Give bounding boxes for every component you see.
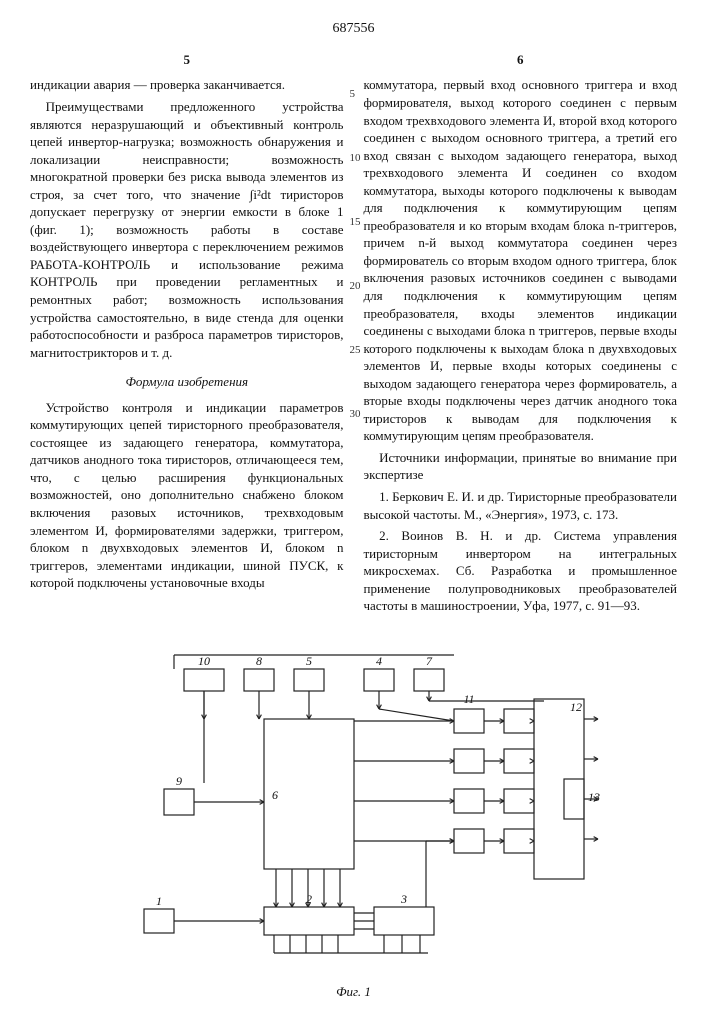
svg-text:6: 6 — [272, 788, 278, 802]
svg-text:9: 9 — [176, 774, 182, 788]
svg-text:5: 5 — [306, 654, 312, 668]
line-number: 25 — [350, 343, 361, 358]
svg-text:3: 3 — [400, 892, 407, 906]
schematic-diagram: 12345678910121311 — [104, 639, 604, 979]
left-para-2: Преимуществами предложенного устройства … — [30, 98, 344, 361]
reference-1: 1. Беркович Е. И. и др. Тиристорные прео… — [364, 488, 678, 523]
formula-title: Формула изобретения — [30, 373, 344, 391]
left-col-number: 5 — [184, 51, 191, 69]
line-number: 5 — [350, 87, 356, 102]
left-para-3: Устройство контроля и индикации параметр… — [30, 399, 344, 592]
svg-text:8: 8 — [256, 654, 262, 668]
figure-caption: Фиг. 1 — [30, 983, 677, 1001]
left-column: 5 индикации авария — проверка заканчивае… — [30, 51, 344, 619]
svg-text:10: 10 — [198, 654, 210, 668]
line-number: 30 — [350, 407, 361, 422]
right-para-1: коммутатора, первый вход основного тригг… — [364, 76, 678, 444]
right-column: 6 5 10 15 20 25 30 коммутатора, первый в… — [364, 51, 678, 619]
svg-text:4: 4 — [376, 654, 382, 668]
line-number: 15 — [350, 215, 361, 230]
two-column-text: 5 индикации авария — проверка заканчивае… — [30, 51, 677, 619]
line-number: 10 — [350, 151, 361, 166]
svg-text:12: 12 — [570, 700, 582, 714]
figure-1: 12345678910121311 Фиг. 1 — [30, 639, 677, 1001]
sources-title: Источники информации, принятые во вниман… — [364, 449, 678, 484]
svg-text:7: 7 — [426, 654, 433, 668]
right-col-number: 6 — [517, 51, 524, 69]
reference-2: 2. Воинов В. Н. и др. Система управления… — [364, 527, 678, 615]
svg-text:11: 11 — [463, 692, 474, 706]
left-para-1: индикации авария — проверка заканчиваетс… — [30, 76, 344, 94]
document-number: 687556 — [30, 20, 677, 39]
svg-text:1: 1 — [156, 894, 162, 908]
line-number: 20 — [350, 279, 361, 294]
